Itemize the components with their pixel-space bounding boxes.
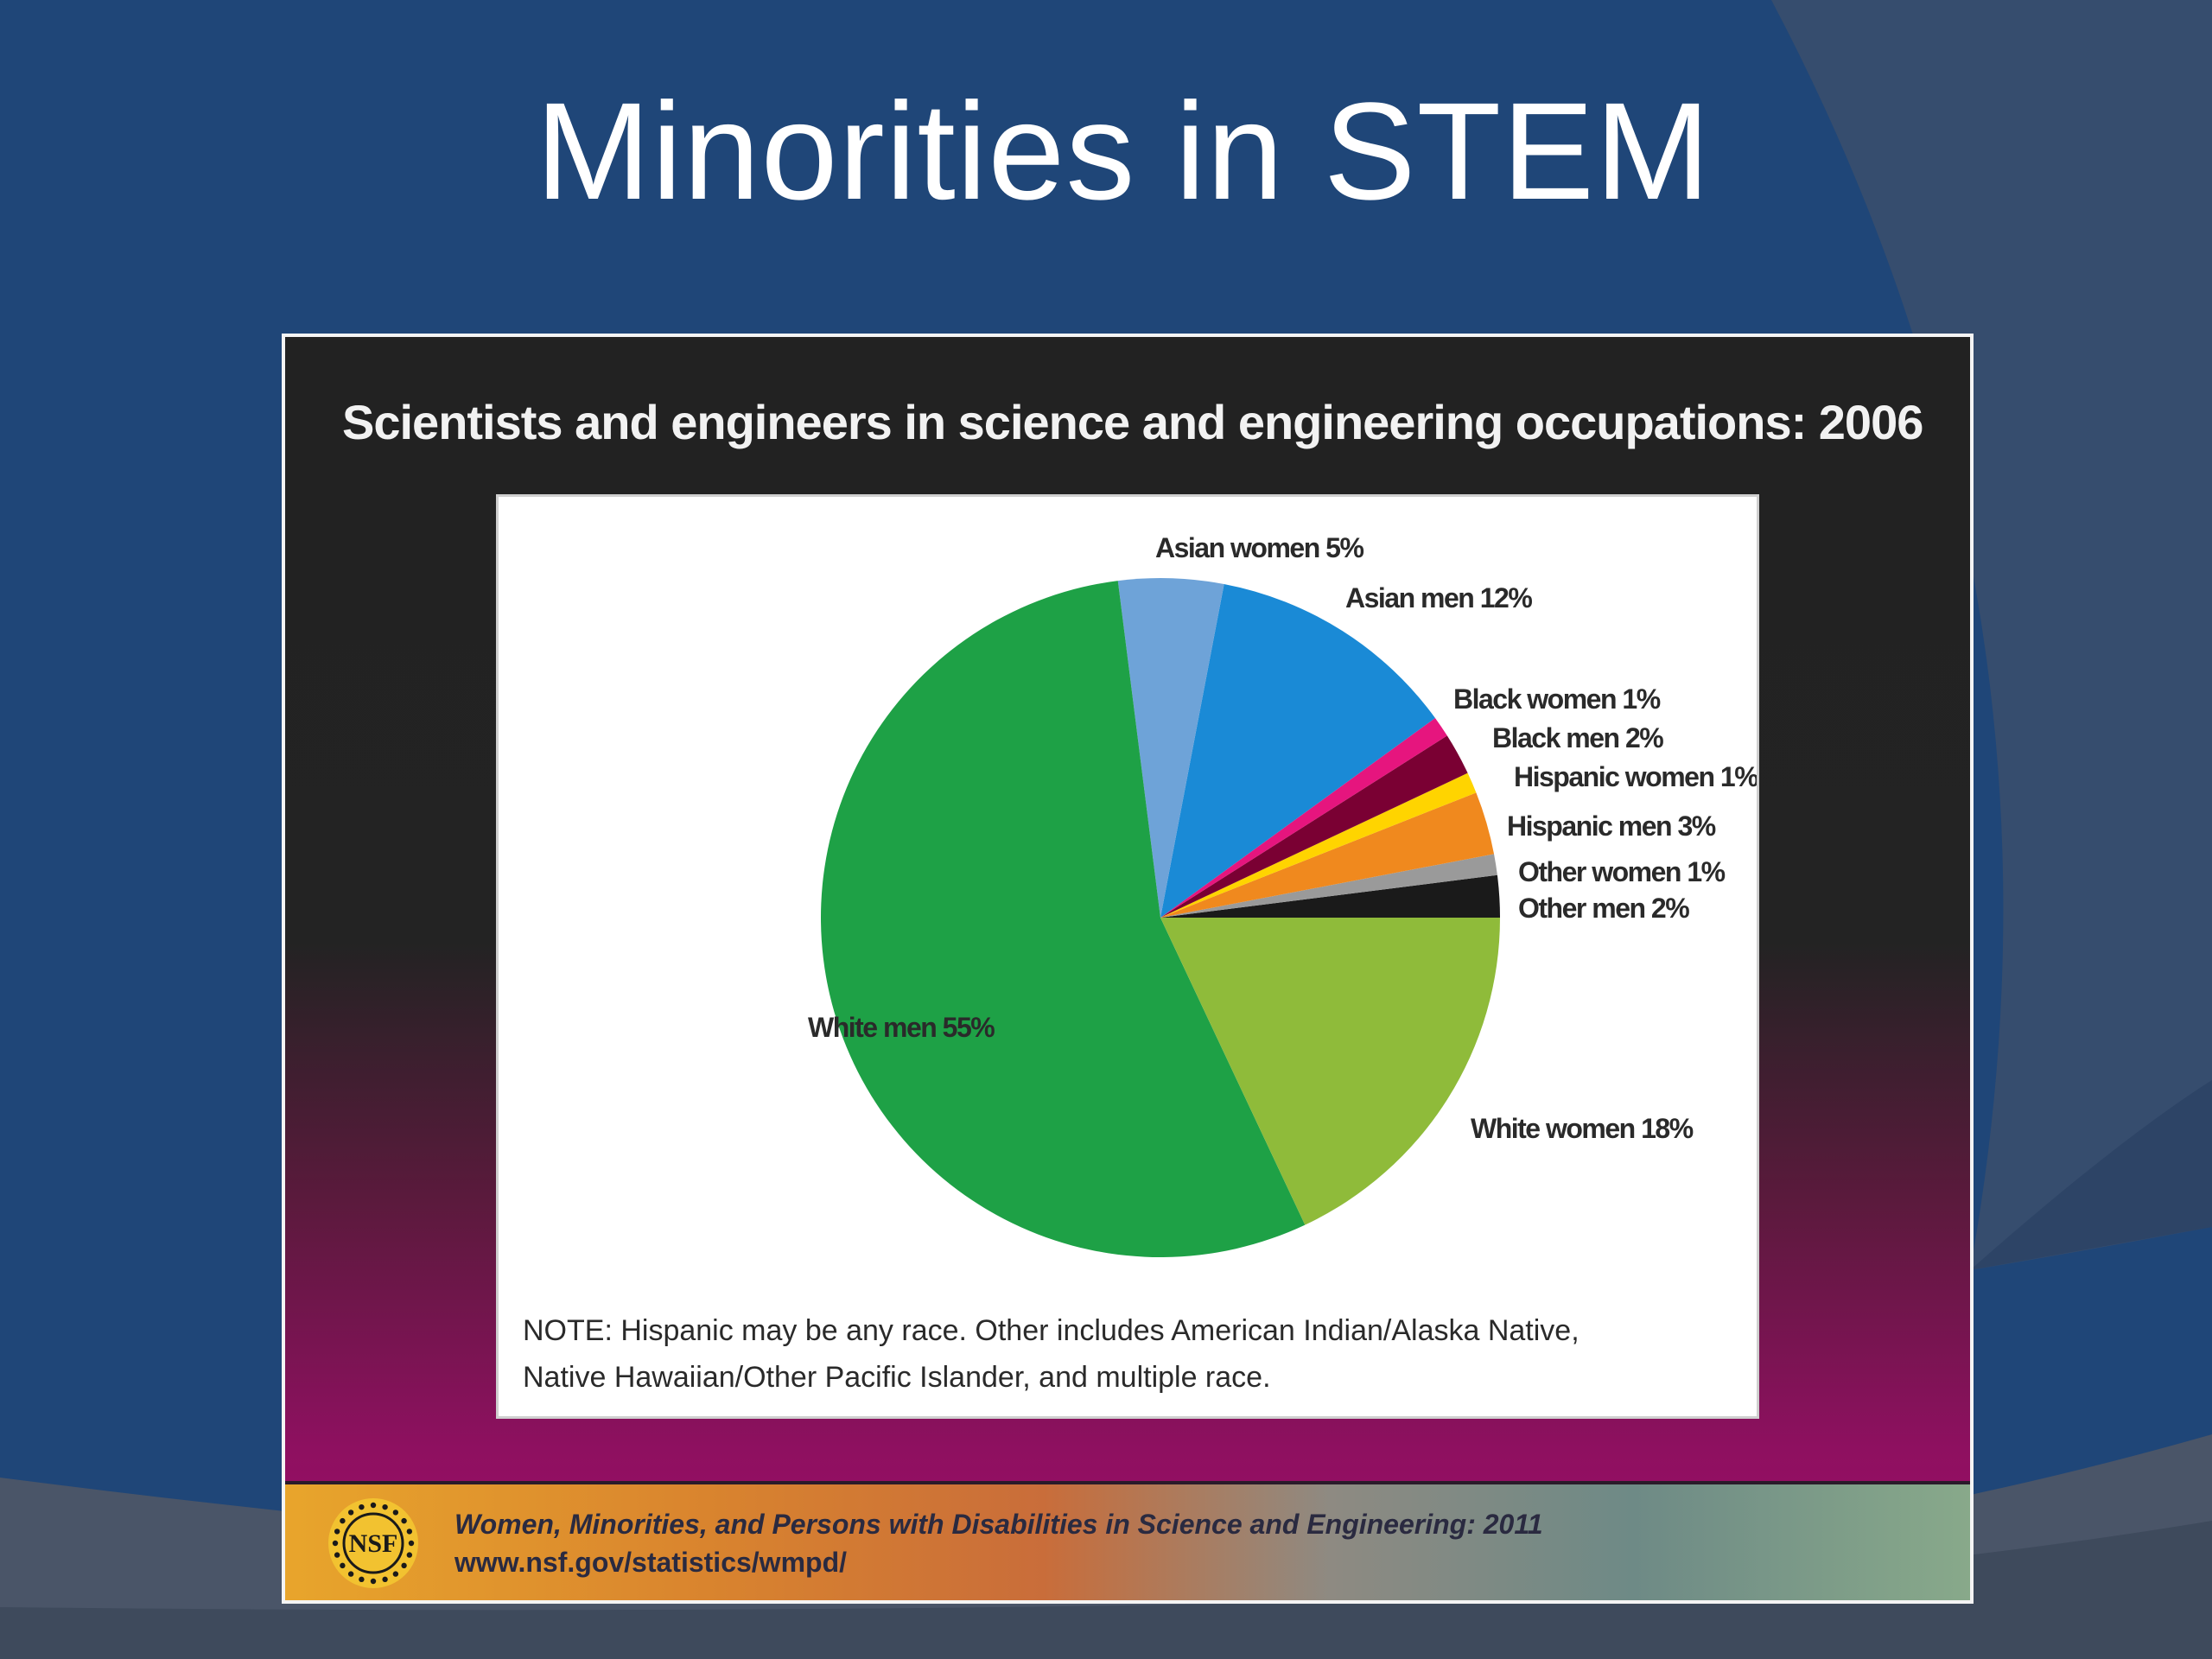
pie-slice-other-women [1160, 854, 1497, 918]
svg-text:NSF: NSF [349, 1529, 398, 1558]
chart-panel: Other men 2% Other women 1% Hispanic men 3… [496, 494, 1759, 1419]
source-url[interactable]: www.nsf.gov/statistics/wmpd/ [454, 1547, 847, 1578]
slice-label-black-women: Black women 1% [1453, 683, 1661, 715]
chart-title: Scientists and engineers in science and … [342, 395, 1923, 449]
chart-note: NOTE: Hispanic may be any race. Other in… [523, 1307, 1732, 1401]
pie-slice-other-men [1160, 874, 1500, 918]
slice-label-other-men: Other men 2% [1518, 893, 1689, 924]
source-title: Women, Minorities, and Persons with Disa… [454, 1509, 1543, 1540]
pie-slice-black-men [1160, 735, 1468, 918]
slice-label-asian-men: Asian men 12% [1345, 582, 1532, 613]
pie-chart: Other men 2% Other women 1% Hispanic men 3… [808, 532, 1757, 1257]
slice-label-white-women: White women 18% [1471, 1113, 1694, 1144]
pie-slice-asian-men [1160, 583, 1435, 918]
slice-label-hispanic-women: Hispanic women 1% [1514, 761, 1757, 792]
slice-label-hispanic-men: Hispanic men 3% [1507, 810, 1716, 842]
pie-slice-black-women [1160, 718, 1447, 918]
slice-label-other-women: Other women 1% [1518, 856, 1726, 887]
source-footer: NSF Women, Minorities, and Persons with … [285, 1481, 1970, 1600]
pie-slice-white-men [821, 581, 1306, 1257]
chart-figure: Scientists and engineers in science and … [282, 334, 1974, 1604]
pie-slice-asian-women [1117, 578, 1224, 918]
slice-label-asian-women: Asian women 5% [1155, 532, 1363, 563]
pie-slice-hispanic-men [1160, 792, 1495, 918]
nsf-logo: NSF [328, 1498, 418, 1588]
slide-title: Minorities in STEM [535, 73, 1712, 228]
note-line-2: Native Hawaiian/Other Pacific Islander, … [523, 1361, 1271, 1394]
pie-slice-white-women [1160, 918, 1500, 1225]
pie-slice-hispanic-women [1160, 772, 1477, 918]
slice-label-black-men: Black men 2% [1492, 722, 1663, 753]
slice-label-white-men: White men 55% [808, 1012, 995, 1043]
note-line-1: NOTE: Hispanic may be any race. Other in… [523, 1314, 1580, 1347]
